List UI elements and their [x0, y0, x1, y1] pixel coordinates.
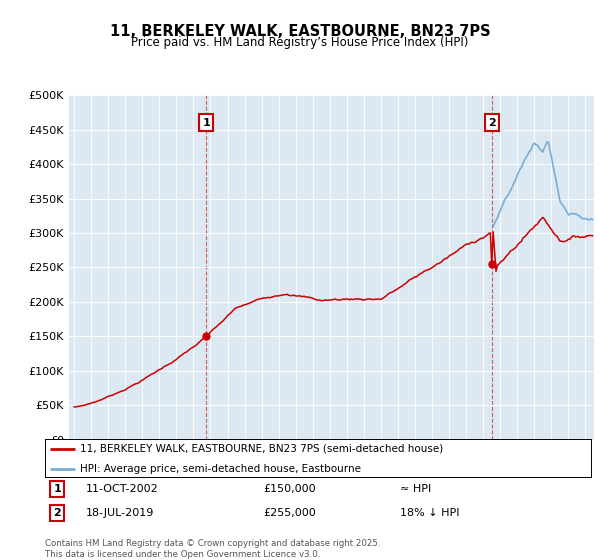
Text: Contains HM Land Registry data © Crown copyright and database right 2025.
This d: Contains HM Land Registry data © Crown c…: [45, 539, 380, 559]
Text: ≈ HPI: ≈ HPI: [400, 484, 431, 494]
Text: 11-OCT-2002: 11-OCT-2002: [86, 484, 158, 494]
Text: Price paid vs. HM Land Registry’s House Price Index (HPI): Price paid vs. HM Land Registry’s House …: [131, 36, 469, 49]
Text: 11, BERKELEY WALK, EASTBOURNE, BN23 7PS: 11, BERKELEY WALK, EASTBOURNE, BN23 7PS: [110, 24, 490, 39]
Text: 2: 2: [53, 508, 61, 517]
Text: HPI: Average price, semi-detached house, Eastbourne: HPI: Average price, semi-detached house,…: [80, 464, 361, 474]
Text: 18% ↓ HPI: 18% ↓ HPI: [400, 508, 460, 517]
Text: £150,000: £150,000: [263, 484, 316, 494]
Text: 2: 2: [488, 118, 496, 128]
Text: £255,000: £255,000: [263, 508, 316, 517]
Text: 18-JUL-2019: 18-JUL-2019: [86, 508, 154, 517]
Text: 11, BERKELEY WALK, EASTBOURNE, BN23 7PS (semi-detached house): 11, BERKELEY WALK, EASTBOURNE, BN23 7PS …: [80, 444, 444, 454]
Text: 1: 1: [202, 118, 210, 128]
Text: 1: 1: [53, 484, 61, 494]
